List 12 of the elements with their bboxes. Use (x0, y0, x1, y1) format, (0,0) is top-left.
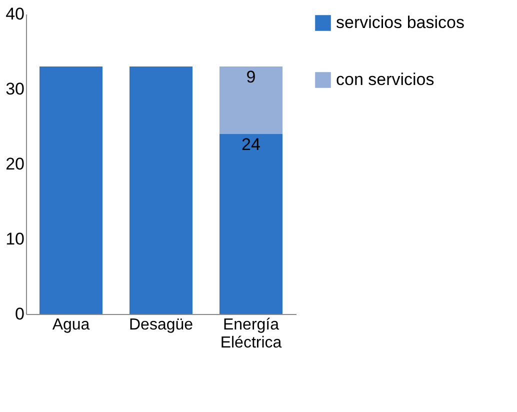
y-tick-label: 30 (6, 80, 24, 98)
data-label: 24 (242, 135, 260, 154)
x-tick-label: Desagüe (128, 316, 194, 334)
y-tick-label: 10 (6, 230, 24, 248)
y-tick-label: 0 (15, 304, 24, 324)
legend-label: con servicios (336, 70, 434, 89)
x-tick-label: Energía Eléctrica (220, 316, 282, 352)
y-tick-label: 20 (6, 154, 24, 174)
x-tick-label: Agua (52, 316, 90, 334)
legend-label: servicios basicos (336, 13, 464, 32)
data-label: 9 (246, 68, 256, 86)
y-tick-label: 40 (6, 4, 24, 24)
